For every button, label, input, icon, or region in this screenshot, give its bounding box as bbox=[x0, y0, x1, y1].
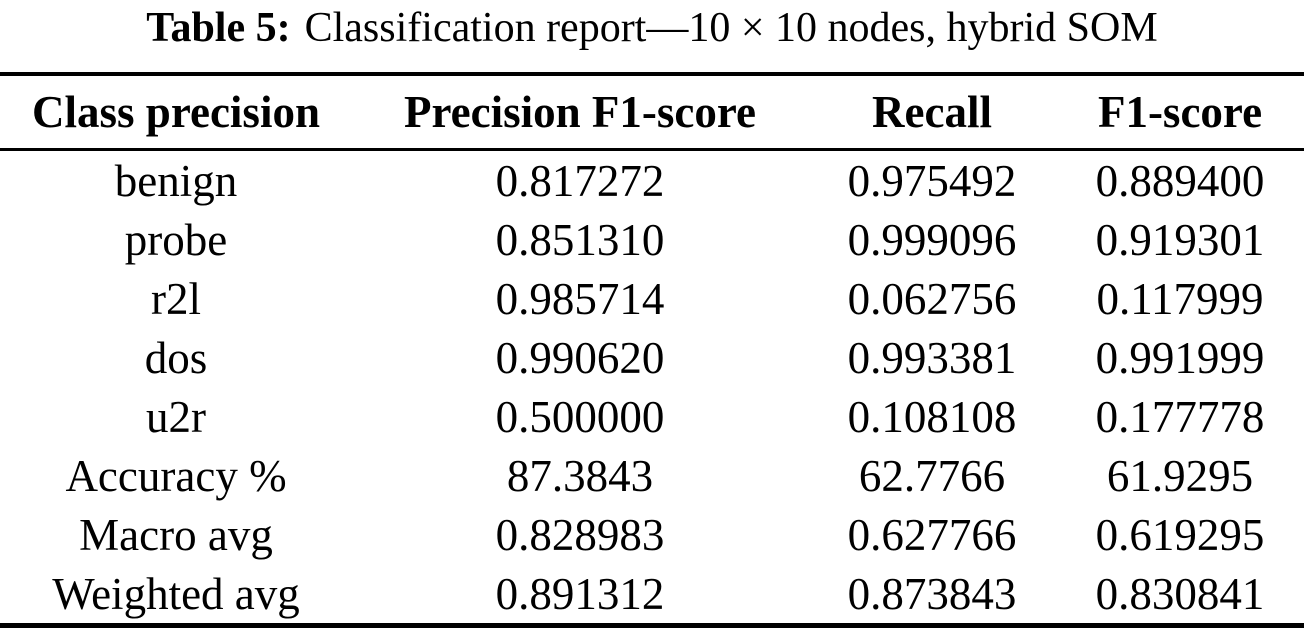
table-row: r2l 0.985714 0.062756 0.117999 bbox=[0, 269, 1304, 328]
value-cell: 0.889400 bbox=[1095, 155, 1265, 206]
table-row: benign 0.817272 0.975492 0.889400 bbox=[0, 150, 1304, 211]
caption-label: Table 5: bbox=[146, 5, 291, 51]
table-row: Weighted avg 0.891312 0.873843 0.830841 bbox=[0, 564, 1304, 626]
row-label-cell: Accuracy % bbox=[65, 450, 287, 501]
column-header-class-precision: Class precision bbox=[0, 74, 352, 151]
table-row: probe 0.851310 0.999096 0.919301 bbox=[0, 210, 1304, 269]
value-cell: 0.993381 bbox=[847, 332, 1017, 383]
row-label-cell: r2l bbox=[151, 273, 201, 324]
value-cell: 0.062756 bbox=[847, 273, 1017, 324]
value-cell: 0.919301 bbox=[1095, 214, 1265, 265]
classification-report-table: Class precision Precision F1-score Recal… bbox=[0, 72, 1304, 628]
value-cell: 0.851310 bbox=[495, 214, 665, 265]
value-cell: 0.117999 bbox=[1096, 273, 1264, 324]
column-header-recall: Recall bbox=[808, 74, 1056, 151]
value-cell: 0.873843 bbox=[847, 568, 1017, 619]
table-row: u2r 0.500000 0.108108 0.177778 bbox=[0, 387, 1304, 446]
value-cell: 0.619295 bbox=[1095, 509, 1265, 560]
value-cell: 0.500000 bbox=[495, 391, 665, 442]
value-cell: 0.177778 bbox=[1095, 391, 1265, 442]
value-cell: 0.999096 bbox=[847, 214, 1017, 265]
value-cell: 0.891312 bbox=[495, 568, 665, 619]
table-row: Accuracy % 87.3843 62.7766 61.9295 bbox=[0, 446, 1304, 505]
column-header-precision-f1-score: Precision F1-score bbox=[352, 74, 808, 151]
value-cell: 87.3843 bbox=[506, 450, 654, 501]
table-row: dos 0.990620 0.993381 0.991999 bbox=[0, 328, 1304, 387]
value-cell: 0.108108 bbox=[847, 391, 1017, 442]
row-label-cell: benign bbox=[114, 155, 238, 206]
value-cell: 62.7766 bbox=[858, 450, 1006, 501]
value-cell: 0.985714 bbox=[495, 273, 665, 324]
value-cell: 0.828983 bbox=[495, 509, 665, 560]
caption-text: Classification report—10 × 10 nodes, hyb… bbox=[304, 5, 1158, 51]
table-row: Macro avg 0.828983 0.627766 0.619295 bbox=[0, 505, 1304, 564]
row-label-cell: Weighted avg bbox=[52, 568, 300, 619]
row-label-cell: Macro avg bbox=[79, 509, 273, 560]
row-label-cell: u2r bbox=[146, 391, 206, 442]
row-label-cell: probe bbox=[124, 214, 228, 265]
value-cell: 0.830841 bbox=[1095, 568, 1265, 619]
header-row: Class precision Precision F1-score Recal… bbox=[0, 74, 1304, 151]
value-cell: 0.991999 bbox=[1095, 332, 1265, 383]
table-caption: Table 5: Classification report—10 × 10 no… bbox=[0, 0, 1304, 54]
value-cell: 0.990620 bbox=[495, 332, 665, 383]
value-cell: 0.817272 bbox=[495, 155, 665, 206]
row-label-cell: dos bbox=[144, 332, 208, 383]
column-header-f1-score: F1-score bbox=[1056, 74, 1304, 151]
value-cell: 0.975492 bbox=[847, 155, 1017, 206]
value-cell: 0.627766 bbox=[847, 509, 1017, 560]
value-cell: 61.9295 bbox=[1106, 450, 1254, 501]
